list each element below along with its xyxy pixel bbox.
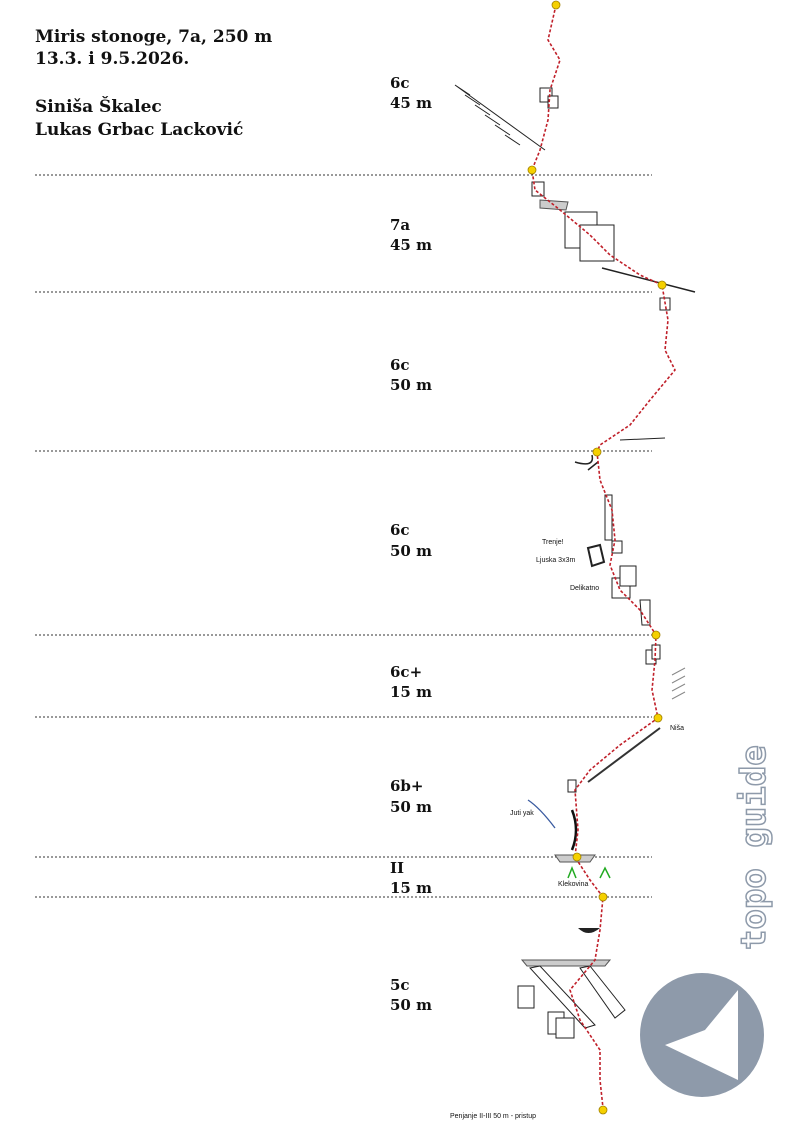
grade: 6c+ [390, 663, 422, 681]
title: Miris stonoge, 7a, 250 m [35, 27, 272, 47]
grade: 6c [390, 521, 410, 539]
note: Trenje! [542, 539, 564, 546]
note: Ljuska 3x3m [536, 557, 575, 564]
grade: II [390, 859, 404, 877]
note: Delikatno [570, 585, 599, 592]
length: 15 m [390, 879, 432, 897]
length: 45 m [390, 94, 432, 112]
length: 15 m [390, 683, 432, 701]
length: 50 m [390, 542, 432, 560]
route [531, 4, 676, 1109]
grade: 6b+ [390, 777, 424, 795]
pitch-labels: 6c 45 m 7a 45 m 6c 50 m 6c 50 m 6c+ 15 m 6b+ 5… [390, 74, 432, 1014]
author: Lukas Grbac Lacković [35, 120, 243, 140]
belays [527, 0, 667, 1115]
grade: 6c [390, 74, 410, 92]
grade: 5c [390, 976, 410, 994]
length: 50 m [390, 798, 432, 816]
grade: 6c [390, 356, 410, 374]
length: 45 m [390, 236, 432, 254]
author: Siniša Škalec [35, 96, 162, 117]
dates: 13.3. i 9.5.2026. [35, 49, 189, 69]
logo [640, 973, 764, 1097]
note: Juti yak [510, 810, 534, 817]
note: Klekovina [558, 881, 588, 888]
separators [35, 174, 652, 898]
length: 50 m [390, 996, 432, 1014]
length: 50 m [390, 376, 432, 394]
logo-text: topo guide [734, 745, 774, 950]
note: Penjanje II-III 50 m - pristup [450, 1113, 536, 1120]
grade: 7a [390, 216, 410, 234]
note: Niša [670, 725, 684, 732]
